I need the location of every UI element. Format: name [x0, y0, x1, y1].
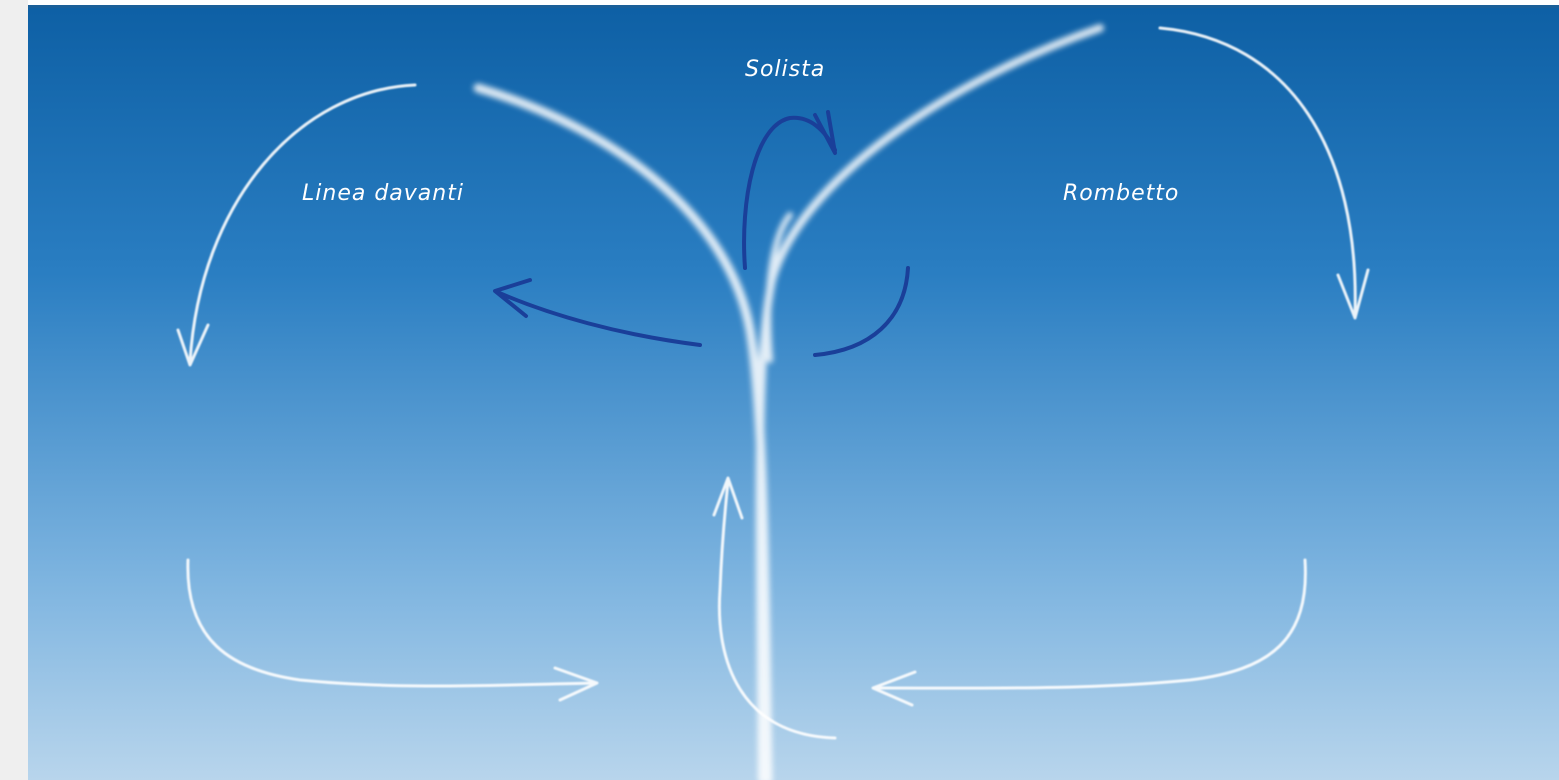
label-linea-davanti: Linea davanti [302, 181, 464, 206]
label-rombetto: Rombetto [1063, 181, 1179, 206]
label-solista: Solista [745, 57, 825, 82]
side-strip [0, 0, 28, 780]
top-line [28, 5, 1559, 8]
illustration: Solista Linea davanti Rombetto [0, 0, 1559, 780]
page: Solista Linea davanti Rombetto (() => { … [0, 0, 1559, 780]
top-band [28, 0, 1559, 5]
